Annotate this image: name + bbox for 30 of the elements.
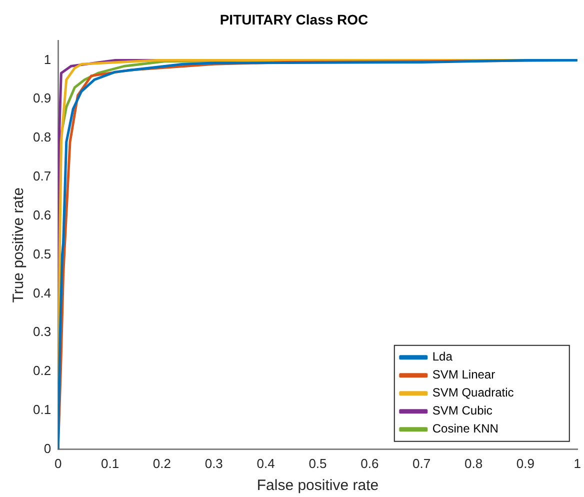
x-tick-label: 0.2 (152, 456, 171, 471)
legend-label: Lda (432, 350, 453, 364)
x-tick-label: 0 (54, 456, 62, 471)
x-tick-label: 0.4 (256, 456, 275, 471)
y-tick-label: 0.7 (32, 168, 52, 184)
y-tick-label: 0.5 (32, 246, 52, 262)
y-tick-label: 1 (44, 52, 52, 67)
y-tick-label: 0.1 (32, 402, 52, 418)
y-tick-label: 0.2 (32, 363, 52, 378)
chart-title: PITUITARY Class ROC (220, 11, 368, 28)
x-tick-label: 0.8 (464, 456, 483, 471)
y-tick-label: 0.8 (32, 130, 52, 145)
legend-label: SVM Quadratic (432, 386, 514, 400)
y-tick-label: 0.4 (32, 285, 52, 300)
x-tick-label: 1 (574, 456, 581, 471)
legend-label: SVM Linear (432, 368, 496, 382)
x-tick-label: 0.6 (360, 456, 379, 471)
legend-label: Cosine KNN (432, 422, 498, 436)
legend-label: SVM Cubic (432, 404, 492, 418)
y-tick-label: 0.9 (32, 90, 52, 106)
x-tick-label: 0.1 (100, 456, 120, 471)
x-axis-title: False positive rate (256, 477, 379, 494)
y-tick-label: 0.3 (32, 324, 52, 340)
x-tick-label: 0.7 (412, 456, 431, 471)
x-tick-label: 0.9 (516, 456, 534, 471)
x-tick-label: 0.5 (308, 456, 327, 471)
y-tick-label: 0.6 (32, 207, 52, 222)
y-tick-label: 0 (44, 440, 52, 456)
y-axis-title: True positive rate (10, 187, 28, 303)
x-tick-label: 0.3 (204, 456, 223, 471)
